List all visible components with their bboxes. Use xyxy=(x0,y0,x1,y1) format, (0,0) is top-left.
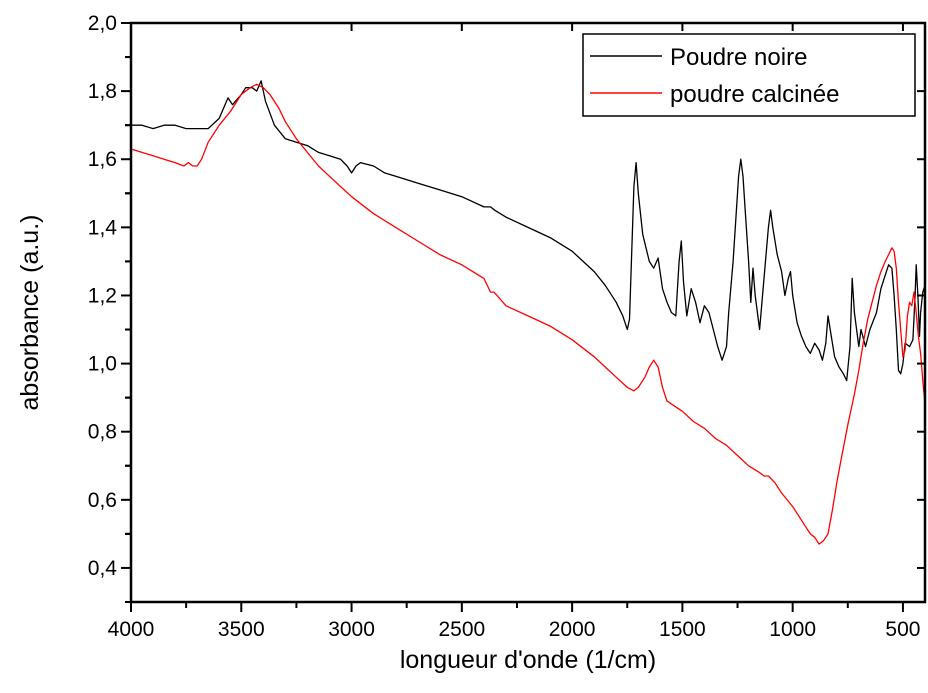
x-tick-label: 4000 xyxy=(108,618,155,641)
x-tick-label: 2000 xyxy=(549,618,596,641)
plot-frame xyxy=(129,21,927,604)
y-tick-label: 1,8 xyxy=(88,80,117,103)
x-tick-label: 3000 xyxy=(328,618,375,641)
legend: Poudre noire poudre calcinée xyxy=(582,33,916,117)
y-tick-label: 2,0 xyxy=(88,12,117,35)
x-tick-label: 3500 xyxy=(218,618,265,641)
x-tick-label: 1500 xyxy=(659,618,706,641)
series-line-0 xyxy=(131,80,926,382)
x-tick-label: 500 xyxy=(885,618,920,641)
y-axis-tick-labels: 0,4 0,6 0,8 1,0 1,2 1,4 1,6 1,8 2,0 xyxy=(88,12,118,580)
legend-box xyxy=(582,33,916,117)
x-axis-title: longueur d'onde (1/cm) xyxy=(400,646,656,674)
y-tick-label: 0,4 xyxy=(88,557,118,580)
y-tick-label: 1,0 xyxy=(88,353,117,376)
legend-label-poudre-noire: Poudre noire xyxy=(670,44,807,71)
series-line-1 xyxy=(130,83,926,545)
y-tick-label: 0,8 xyxy=(88,421,117,444)
y-axis-title: absorbance (a.u.) xyxy=(16,215,44,411)
x-tick-label: 1000 xyxy=(769,618,816,641)
y-tick-label: 1,4 xyxy=(88,216,118,239)
y-tick-label: 0,6 xyxy=(88,489,117,512)
y-tick-label: 1,2 xyxy=(88,284,117,307)
legend-label-poudre-calcinee: poudre calcinée xyxy=(670,81,839,108)
y-tick-label: 1,6 xyxy=(88,148,117,171)
axis-ticks xyxy=(121,22,925,612)
x-axis-tick-labels: 4000 3500 3000 2500 2000 1500 1000 500 xyxy=(108,618,921,641)
x-tick-label: 2500 xyxy=(438,618,485,641)
plot-series-layer xyxy=(130,80,926,545)
